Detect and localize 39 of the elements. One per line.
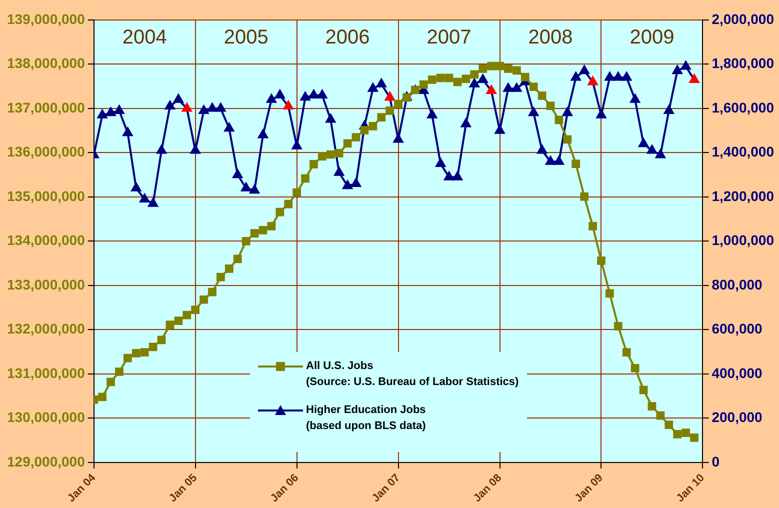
y-tick-label: 137,000,000 [6, 99, 86, 116]
x2-tick-label: 2007 [426, 26, 472, 49]
y-tick-label: 133,000,000 [6, 276, 86, 292]
y2-tick-label: 200,000 [712, 409, 763, 426]
x2-tick-label: 2008 [528, 26, 573, 49]
annotation: (based upon BLS data) [306, 419, 426, 434]
x-tick-label: Jan 04 [65, 471, 99, 505]
y-tick-label: 135,000,000 [6, 188, 86, 204]
y2-tick-label: 1,600,000 [712, 99, 774, 116]
y2-tick-label: 1,200,000 [712, 188, 774, 204]
x-tick-label: Jan 05 [166, 472, 200, 505]
y2-tick-label: 0 [712, 453, 720, 470]
x2-tick-label: 2004 [122, 26, 167, 49]
annotation: (Source: U.S. Bureau of Labor Statistics) [306, 375, 519, 390]
x2-tick-label: 2005 [224, 26, 268, 49]
y-tick-label: 131,000,000 [6, 364, 86, 381]
x-tick-label: Jan 08 [471, 472, 504, 505]
x-tick-label: Jan 09 [572, 472, 606, 505]
legend-label: All U.S. Jobs [306, 359, 374, 374]
y-tick-label: 139,000,000 [6, 10, 86, 27]
x2-tick-label: 2006 [325, 26, 370, 49]
y2-tick-label: 1,800,000 [712, 55, 774, 72]
y-tick-label: 132,000,000 [6, 320, 86, 337]
y2-tick-label: 1,400,000 [712, 144, 774, 160]
y-tick-label: 129,000,000 [6, 453, 86, 470]
x-tick-label: Jan 10 [674, 472, 707, 505]
y-tick-label: 130,000,000 [6, 409, 86, 426]
x2-tick-label: 2009 [630, 26, 674, 49]
x-tick-label: Jan 06 [268, 472, 302, 505]
y-tick-label: 134,000,000 [6, 232, 86, 248]
y2-tick-label: 800,000 [712, 276, 763, 292]
y2-tick-label: 600,000 [712, 320, 763, 337]
y2-tick-label: 2,000,000 [712, 10, 774, 27]
y2-tick-label: 400,000 [712, 364, 763, 381]
x-tick-label: Jan 07 [370, 472, 403, 505]
y-tick-label: 138,000,000 [6, 55, 86, 72]
y2-tick-label: 1,000,000 [712, 232, 774, 248]
y-tick-label: 136,000,000 [6, 144, 86, 160]
legend-label: Higher Education Jobs [306, 403, 426, 418]
